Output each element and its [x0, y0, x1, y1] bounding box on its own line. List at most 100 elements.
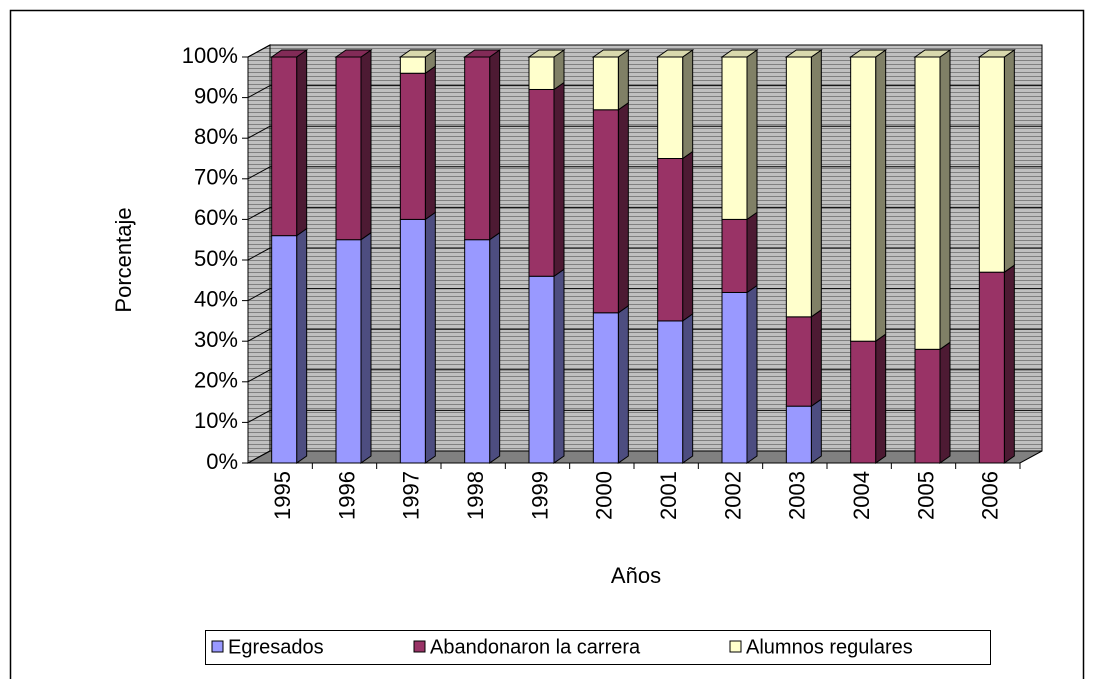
- bar-top: [527, 49, 566, 58]
- bar-segment: [785, 56, 812, 318]
- bar-segment: [721, 291, 748, 464]
- x-tick-label: 1996: [334, 471, 359, 520]
- bar-top: [913, 49, 952, 58]
- grid-line-side: [247, 288, 271, 302]
- bar-side: [553, 268, 565, 464]
- grid-line-side: [247, 369, 271, 383]
- bar-segment: [592, 56, 619, 111]
- y-tick-label: 30%: [194, 327, 238, 352]
- legend-swatch: [413, 640, 426, 653]
- bar-side: [682, 312, 694, 464]
- bar-top: [977, 49, 1016, 58]
- bar-segment: [785, 405, 812, 464]
- y-tick-label: 100%: [182, 43, 238, 68]
- legend-label: Abandonaron la carrera: [430, 636, 641, 658]
- bar-segment: [914, 348, 941, 464]
- bar-segment: [464, 239, 491, 464]
- grid-line-side: [247, 450, 271, 464]
- bar-top: [398, 49, 437, 58]
- bar-segment: [464, 56, 491, 241]
- y-tick-label: 40%: [194, 286, 238, 311]
- y-tick-label: 80%: [194, 124, 238, 149]
- bar-segment: [657, 56, 684, 159]
- bar-segment: [592, 109, 619, 314]
- grid-line-side: [247, 206, 271, 220]
- bar-segment: [914, 56, 941, 350]
- bar-segment: [399, 218, 426, 464]
- bar-segment: [721, 56, 748, 220]
- bar-side: [1003, 49, 1015, 274]
- x-tick-label: 2002: [720, 471, 745, 520]
- bar-side: [489, 49, 501, 241]
- bar-segment: [271, 56, 298, 237]
- y-tick-label: 20%: [194, 368, 238, 393]
- bar-segment: [528, 88, 555, 277]
- legend-label: Alumnos regulares: [746, 636, 913, 658]
- bar-side: [810, 308, 822, 408]
- bar-top: [334, 49, 373, 58]
- bar-side: [424, 211, 436, 464]
- bar-top: [591, 49, 630, 58]
- y-tick-label: 10%: [194, 408, 238, 433]
- plot-area: [242, 44, 1043, 469]
- bar-segment: [399, 72, 426, 220]
- bar-side: [746, 211, 758, 294]
- grid-line-side: [247, 247, 271, 261]
- bar-side: [617, 49, 629, 111]
- bar-top: [720, 49, 759, 58]
- legend-swatch: [211, 640, 224, 653]
- grid-line-side: [247, 409, 271, 423]
- x-tick-label: 2003: [785, 471, 810, 520]
- bar-segment: [850, 340, 877, 464]
- x-tick-label: 2005: [913, 471, 938, 520]
- grid-line-side: [247, 328, 271, 342]
- x-axis-title: Años: [611, 563, 661, 588]
- bar-side: [296, 49, 308, 237]
- bar-segment: [335, 56, 362, 241]
- bar-segment: [657, 320, 684, 464]
- x-tick-label: 1998: [463, 471, 488, 520]
- bar-side: [360, 231, 372, 464]
- grid-line-side: [247, 125, 271, 139]
- bar-top: [849, 49, 888, 58]
- bar-side: [682, 150, 694, 322]
- bar-segment: [978, 56, 1005, 273]
- y-tick-label: 0%: [206, 449, 238, 474]
- bar-side: [875, 333, 887, 464]
- x-tick-label: 2001: [656, 471, 681, 520]
- bar-side: [746, 49, 758, 221]
- y-axis-title: Porcentaje: [111, 207, 136, 312]
- bar-side: [424, 65, 436, 221]
- x-tick-label: 2000: [592, 471, 617, 520]
- bar-segment: [721, 218, 748, 293]
- bar-side: [682, 49, 694, 160]
- bar-side: [939, 341, 951, 464]
- grid-line-side: [247, 44, 271, 58]
- bar-segment: [399, 56, 426, 74]
- x-tick-label: 1999: [527, 471, 552, 520]
- bar-segment: [657, 158, 684, 322]
- bar-top: [270, 49, 309, 58]
- grid-line-side: [247, 166, 271, 180]
- bar-top: [656, 49, 695, 58]
- legend-swatch: [729, 640, 742, 653]
- bar-side: [875, 49, 887, 343]
- bar-side: [360, 49, 372, 241]
- bar-side: [1003, 264, 1015, 464]
- bar-side: [296, 227, 308, 464]
- bar-segment: [528, 56, 555, 90]
- bar-segment: [785, 316, 812, 407]
- bar-side: [617, 101, 629, 314]
- bar-segment: [528, 275, 555, 464]
- bar-side: [617, 304, 629, 464]
- y-tick-label: 90%: [194, 83, 238, 108]
- y-tick-label: 70%: [194, 165, 238, 190]
- y-tick-label: 50%: [194, 246, 238, 271]
- bar-side: [810, 49, 822, 318]
- bar-segment: [850, 56, 877, 342]
- bar-side: [489, 231, 501, 464]
- bar-side: [939, 49, 951, 351]
- legend-label: Egresados: [228, 636, 324, 658]
- bar-side: [746, 284, 758, 464]
